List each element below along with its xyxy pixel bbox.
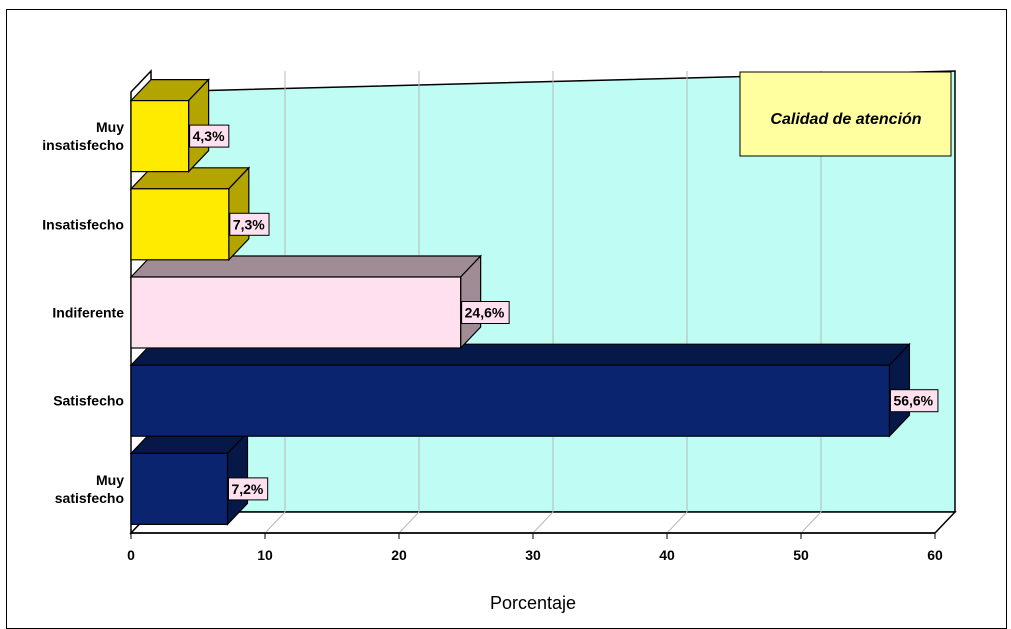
category-label: Muy satisfecho <box>55 472 124 506</box>
gridline-floor <box>800 511 822 534</box>
x-tick-label: 40 <box>659 547 675 563</box>
bar-3 <box>129 342 911 438</box>
bar-front <box>130 452 229 525</box>
gridline-floor <box>264 511 286 534</box>
category-label: Insatisfecho <box>42 216 124 232</box>
data-label: 4,3% <box>189 124 230 148</box>
data-label-text: 24,6% <box>465 305 505 321</box>
gridline-floor <box>398 511 420 534</box>
x-tick-labels: 0 10 20 30 40 50 60 <box>127 547 943 563</box>
bar-front <box>130 364 891 437</box>
bars <box>129 78 911 526</box>
x-tick-label: 60 <box>927 547 943 563</box>
x-tick-label: 0 <box>127 547 135 563</box>
x-tick-label: 50 <box>793 547 809 563</box>
bar-4 <box>129 430 249 526</box>
data-label-text: 7,3% <box>233 216 265 232</box>
data-label-box <box>889 389 939 413</box>
x-axis-title: Porcentaje <box>490 593 576 613</box>
gridline-floor <box>666 511 688 534</box>
gridline-floor <box>532 511 554 534</box>
data-label: 7,3% <box>229 212 270 236</box>
category-label: Satisfecho <box>53 393 124 409</box>
data-label: 24,6% <box>461 301 510 324</box>
data-label-box <box>229 212 270 236</box>
data-label: 7,2% <box>227 477 269 501</box>
x-tick-label: 20 <box>391 547 407 563</box>
data-label: 56,6% <box>889 389 939 413</box>
category-label: Indiferente <box>52 305 124 321</box>
bar-1 <box>129 166 251 262</box>
category-label: Muy insatisfecho <box>42 119 124 153</box>
bar-front <box>130 99 190 173</box>
data-label-text: 4,3% <box>193 128 225 144</box>
data-label-box <box>227 477 269 501</box>
legend-box <box>739 71 952 157</box>
x-tick-label: 10 <box>257 547 273 563</box>
legend: Calidad de atención <box>739 71 952 157</box>
bar-2 <box>129 254 483 350</box>
data-label-box <box>461 301 510 324</box>
data-label-box <box>189 124 230 148</box>
bar-front <box>130 276 462 349</box>
x-tick-label: 30 <box>525 547 541 563</box>
category-labels: Muy insatisfecho Insatisfecho Indiferente Sa… <box>42 119 124 506</box>
data-labels: 4,3% 7,3% 24,6% 56,6% 7,2% <box>189 124 939 501</box>
bar-front <box>130 188 230 261</box>
data-label-text: 7,2% <box>231 481 263 497</box>
data-label-text: 56,6% <box>893 393 933 409</box>
legend-text: Calidad de atención <box>770 111 921 128</box>
